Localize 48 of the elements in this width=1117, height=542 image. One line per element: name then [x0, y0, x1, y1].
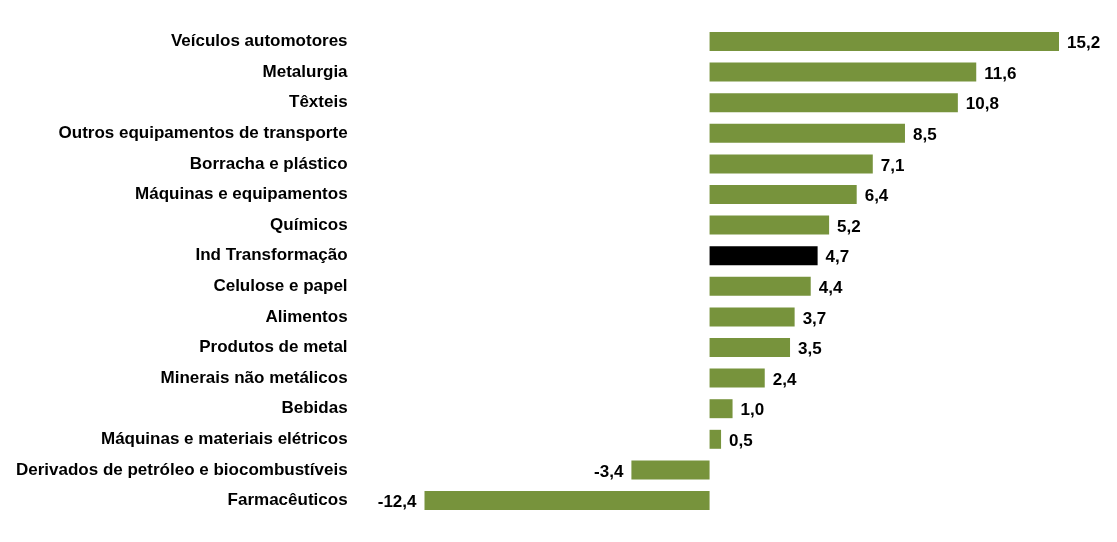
bar — [709, 307, 795, 327]
bar — [709, 215, 830, 235]
data-label: 2,4 — [772, 369, 797, 389]
y-tick-label: Bebidas — [281, 398, 348, 418]
y-tick-label: Produtos de metal — [199, 337, 348, 357]
y-tick-label: Ind Transformação — [195, 245, 348, 265]
y-tick-label: Borracha e plástico — [189, 153, 348, 173]
data-label: -12,4 — [377, 492, 418, 512]
y-tick-label: Derivados de petróleo e biocombustíveis — [16, 459, 348, 479]
bar — [709, 32, 1059, 51]
y-tick-label: Veículos automotores — [170, 31, 348, 51]
bar — [709, 123, 905, 143]
data-label: 4,4 — [818, 277, 843, 297]
bar — [709, 246, 818, 266]
bar — [424, 491, 710, 510]
y-tick-label: Outros equipamentos de transporte — [58, 122, 348, 142]
bar — [709, 185, 857, 204]
bar — [709, 276, 811, 296]
data-label: 6,4 — [864, 186, 889, 206]
y-tick-label: Minerais não metálicos — [160, 367, 348, 387]
bar — [709, 368, 765, 388]
y-tick-label: Máquinas e equipamentos — [135, 184, 348, 204]
y-tick-label: Metalurgia — [262, 61, 349, 81]
y-tick-label: Máquinas e materiais elétricos — [100, 428, 348, 448]
data-label: 3,5 — [798, 339, 822, 359]
y-tick-label: Químicos — [270, 214, 348, 234]
data-label: 1,0 — [740, 400, 765, 420]
bar — [709, 154, 873, 174]
y-tick-label: Alimentos — [265, 306, 348, 326]
y-tick-label: Farmacêuticos — [227, 490, 348, 510]
bar — [709, 399, 733, 419]
data-label: 7,1 — [880, 155, 905, 175]
bar — [631, 460, 710, 480]
data-label: 10,8 — [965, 94, 999, 114]
y-tick-label: Têxteis — [289, 92, 348, 112]
bar — [709, 93, 958, 113]
data-label: 3,7 — [802, 308, 827, 328]
data-label: 4,7 — [825, 247, 850, 267]
bar — [709, 429, 722, 449]
bar — [709, 62, 977, 82]
data-label: -3,4 — [594, 461, 624, 481]
data-label: 11,6 — [984, 63, 1017, 83]
bar — [709, 338, 791, 357]
data-label: 0,5 — [729, 430, 753, 450]
data-label: 15,2 — [1067, 33, 1101, 53]
data-label: 8,5 — [912, 124, 937, 144]
y-tick-label: Celulose e papel — [213, 275, 348, 295]
data-label: 5,2 — [837, 216, 861, 236]
